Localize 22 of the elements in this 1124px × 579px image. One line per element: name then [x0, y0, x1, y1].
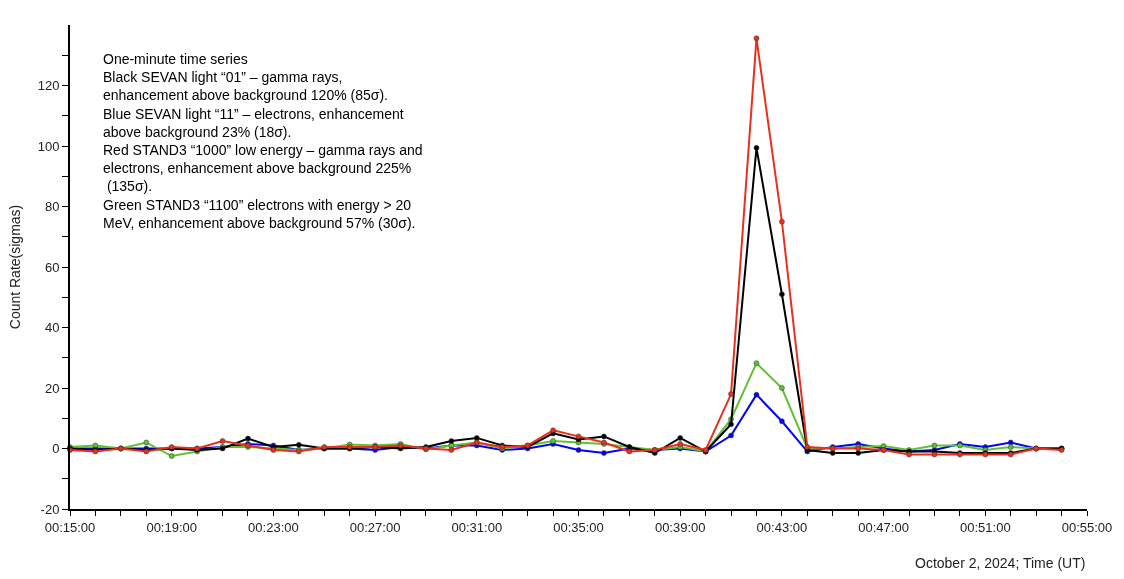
y-tick-label: 100: [37, 138, 60, 154]
x-tick-label: 00:55:00: [1061, 519, 1113, 535]
x-axis-title: October 2, 2024; Time (UT): [915, 555, 1086, 571]
y-tick-label: 40: [44, 320, 60, 336]
x-tick-label: 00:19:00: [146, 519, 197, 535]
x-tick-label: 00:51:00: [960, 519, 1011, 535]
x-tick-label: 00:35:00: [553, 519, 604, 535]
y-tick-label: 120: [37, 78, 60, 94]
text: One-minute time series Black SEVAN light “01” – gamma rays, enhancement above background 120% (85σ). Blue SEVAN light “11” – electrons, enhancement above background 23% (18σ). Red STAND3 “1000” low energy – gamma rays and electrons, enhancement above background 225% (135σ). Green STAND3 “1100” electrons with energy > 20 MeV, enhancement above background 57% (30σ).: [103, 51, 423, 231]
x-tick-label: 00:47:00: [858, 519, 909, 535]
x-tick-label: 00:31:00: [451, 519, 503, 535]
x-tick-label: 00:27:00: [349, 519, 401, 535]
y-axis-title: Count Rate(sigmas): [6, 204, 23, 330]
x-tick-label: 00:23:00: [248, 519, 299, 535]
x-tick-label: 00:15:00: [44, 519, 96, 535]
y-tick-label: 20: [44, 380, 60, 396]
y-tick-label: 0: [52, 441, 60, 457]
y-tick-label: -20: [40, 501, 60, 517]
x-tick-label: 00:39:00: [654, 519, 706, 535]
y-tick-label: 60: [44, 259, 60, 275]
y-tick-label: 80: [44, 199, 60, 215]
x-tick-label: 00:43:00: [756, 519, 808, 535]
